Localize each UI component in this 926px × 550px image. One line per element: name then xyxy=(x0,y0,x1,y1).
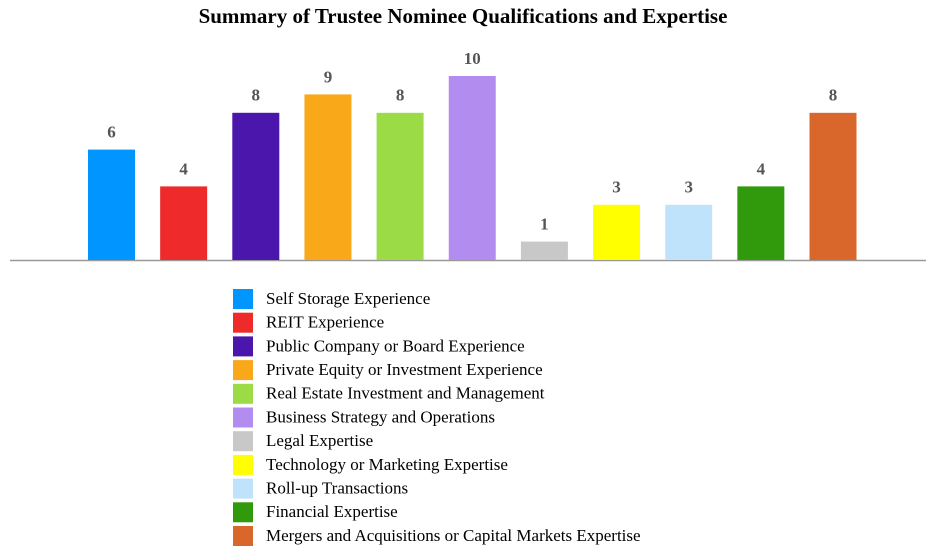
legend-swatch xyxy=(233,360,253,381)
legend-swatch xyxy=(233,336,253,357)
value-label: 8 xyxy=(252,86,261,105)
bar xyxy=(376,112,424,260)
value-label: 10 xyxy=(464,49,481,68)
legend-swatch xyxy=(233,431,253,452)
chart-title: Summary of Trustee Nominee Qualification… xyxy=(199,4,728,28)
legend-label: Roll-up Transactions xyxy=(266,479,408,498)
legend-label: Public Company or Board Experience xyxy=(266,336,525,355)
legend-label: Technology or Marketing Expertise xyxy=(266,455,508,474)
legend-swatch xyxy=(233,289,253,309)
value-label: 8 xyxy=(829,86,838,105)
legend-label: Self Storage Experience xyxy=(266,289,430,308)
legend-label: Real Estate Investment and Management xyxy=(266,384,545,403)
bar xyxy=(809,112,857,260)
bar xyxy=(448,76,496,260)
legend-swatch xyxy=(233,502,253,523)
bar xyxy=(593,204,641,260)
legend-swatch xyxy=(233,526,253,546)
value-label: 8 xyxy=(396,86,405,105)
value-label: 4 xyxy=(757,159,766,178)
value-label: 3 xyxy=(612,178,621,197)
legend-label: Mergers and Acquisitions or Capital Mark… xyxy=(266,526,641,545)
bar xyxy=(232,112,280,260)
legend-swatch xyxy=(233,383,253,404)
legend-label: Business Strategy and Operations xyxy=(266,407,495,426)
value-label: 9 xyxy=(324,67,333,86)
value-label: 4 xyxy=(179,159,188,178)
legend-label: Legal Expertise xyxy=(266,431,373,450)
bar xyxy=(737,186,785,260)
legend-swatch xyxy=(233,478,253,499)
legend-swatch xyxy=(233,312,253,333)
bar xyxy=(160,186,208,260)
value-label: 6 xyxy=(107,123,116,142)
legend-label: Private Equity or Investment Experience xyxy=(266,360,543,379)
bar xyxy=(88,149,135,260)
legend-label: REIT Experience xyxy=(266,313,384,332)
legend-swatch xyxy=(233,407,253,428)
bar xyxy=(665,204,713,260)
legend-swatch xyxy=(233,454,253,475)
value-label: 3 xyxy=(684,178,693,197)
value-label: 1 xyxy=(540,215,549,234)
bar xyxy=(520,241,568,260)
bar xyxy=(304,94,352,261)
legend-label: Financial Expertise xyxy=(266,502,398,521)
